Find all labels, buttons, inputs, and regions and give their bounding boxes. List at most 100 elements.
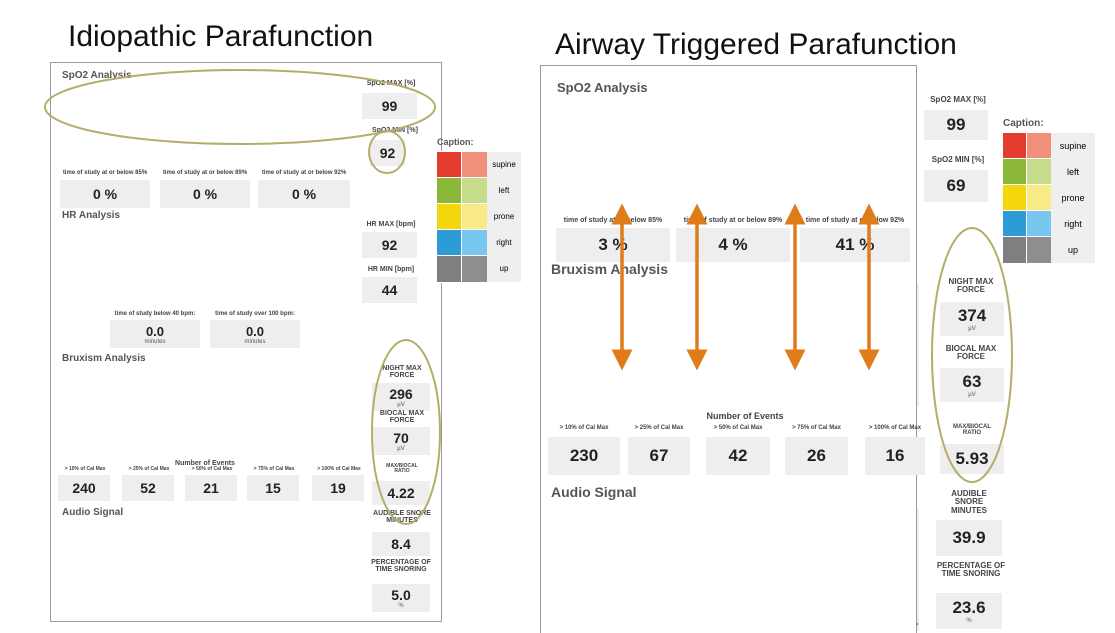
caption-title: Caption: [437,137,474,147]
section-title: HR Analysis [62,210,120,221]
panel-title: Idiopathic Parafunction [68,20,374,53]
value: 230 [569,446,599,465]
label: > 50% of Cal Max [713,425,763,431]
caption-swatch [1026,210,1052,238]
caption-swatch [461,255,488,283]
label: SpO2 MIN [%] [931,155,985,164]
label: > 10% of Cal Max [64,466,106,472]
caption-label: prone [1051,185,1095,211]
label: MAX/BIOCAL RATIO [953,424,991,437]
panel-frame [540,65,917,633]
value: 240 [72,480,96,496]
caption-swatch [1002,184,1028,212]
label: time of study below 40 bpm: [114,311,196,317]
value: 99 [381,98,398,114]
caption-label: prone [487,204,521,230]
caption-label: right [487,230,521,256]
label: > 10% of Cal Max [559,425,609,431]
value-box: 44 [362,277,417,303]
caption-swatch [436,177,463,205]
label: HR MAX [bpm] [366,221,416,228]
label: > 50% of Cal Max [191,466,233,472]
value: 8.4 [391,536,411,552]
value-box: 21 [185,475,237,501]
caption-swatch [461,151,488,179]
section-title: Bruxism Analysis [62,353,146,364]
value-box: 41 % [800,228,910,262]
value: 39.9 [952,528,986,547]
value: 26 [807,446,826,465]
section-title: SpO2 Analysis [557,80,648,95]
value-box: 3 % [556,228,670,262]
label: NIGHT MAX FORCE [382,365,422,380]
panel-title: Airway Triggered Parafunction [555,28,957,61]
value: 15 [265,480,281,496]
value: 44 [381,282,398,298]
caption-swatch [436,255,463,283]
value: 5.93 [955,449,989,468]
label: time of study at or below 85% [62,170,148,176]
value: 92 [379,145,396,161]
value-box: 8.4 [372,532,430,556]
value: 41 % [835,235,875,254]
value-box: 374 µV [940,302,1004,336]
caption-label: right [1051,211,1095,237]
value-box: 0 % [258,180,350,208]
caption-swatch [1002,210,1028,238]
value-box: 0.0 minutes [210,320,300,348]
caption-swatch [1026,184,1052,212]
label: > 25% of Cal Max [634,425,684,431]
value: 16 [885,446,905,465]
value-box: 230 [548,437,620,475]
unit: minutes [144,338,166,345]
value: 0.0 [145,323,165,339]
value: 23.6 [952,598,986,617]
label: time of study at or below 89% [162,170,248,176]
value-box: 26 [785,437,848,475]
label: > 75% of Cal Max [253,466,295,472]
unit: % [966,618,972,624]
label: Number of Events [175,460,235,467]
value: 4 % [718,235,748,254]
label: time of study over 100 bpm: [215,311,295,317]
label: > 100% of Cal Max [317,466,361,472]
value-box: 99 [362,93,417,119]
value-box: 16 [865,437,925,475]
label: > 75% of Cal Max [792,425,841,431]
label: BIOCAL MAX FORCE [945,344,997,362]
caption-swatch [461,177,488,205]
caption-title: Caption: [1003,118,1044,129]
label: MAX/BIOCAL RATIO [386,463,418,475]
value-box: 39.9 [936,520,1002,556]
caption-swatch [436,229,463,257]
label: BIOCAL MAX FORCE [379,410,425,425]
value: 63 [962,372,982,391]
label: SpO2 MIN [%] [372,127,418,134]
label: AUDIBLE SNORE MINUTES [373,510,431,525]
caption-swatch [436,151,463,179]
value-box: 99 [924,110,988,140]
caption-swatch [461,203,488,231]
unit: minutes [244,338,266,345]
caption-swatch [1002,158,1028,186]
value-box: 4.22 [372,481,430,505]
value-box: 0.0 minutes [110,320,200,348]
value: 52 [140,480,156,496]
value: 296 [389,386,413,402]
value: 19 [330,480,346,496]
value-box: 0 % [60,180,150,208]
section-title: SpO2 Analysis [62,70,132,81]
unit: µV [397,446,405,452]
label: time of study at or below 92% [805,217,905,224]
value-box: 4 % [676,228,790,262]
section-title: Bruxism Analysis [551,261,668,277]
caption-swatch [436,203,463,231]
section-title: Audio Signal [551,484,637,500]
unit: µV [968,326,976,332]
value: 5.0 [391,587,411,603]
value: 4.22 [387,485,415,501]
caption-swatch [1026,158,1052,186]
caption-label: supine [1051,133,1095,159]
value-box: 70 µV [372,427,430,455]
